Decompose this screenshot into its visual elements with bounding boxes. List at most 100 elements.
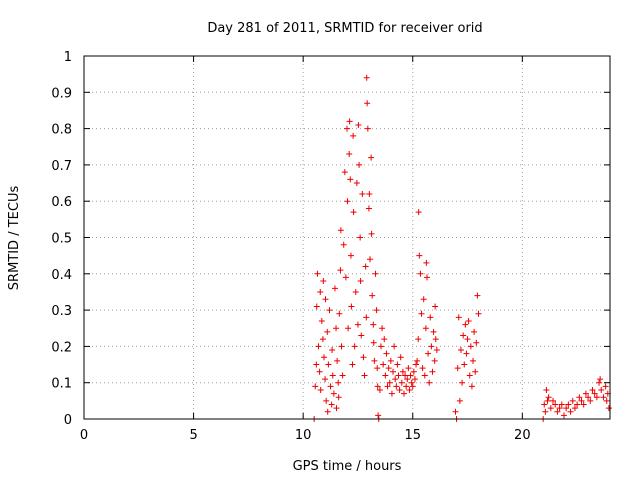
data-point [399, 368, 406, 375]
data-point [312, 383, 319, 390]
data-point [385, 365, 392, 372]
data-point [387, 357, 394, 364]
data-point [544, 397, 551, 404]
data-point [361, 372, 368, 379]
data-point [322, 296, 329, 303]
data-point [543, 386, 550, 393]
data-point [353, 180, 360, 187]
data-point [585, 394, 592, 401]
data-point [578, 397, 585, 404]
data-point [410, 368, 417, 375]
data-point [368, 154, 375, 161]
x-tick-label: 0 [80, 428, 88, 443]
data-point [328, 401, 335, 408]
data-point [340, 241, 347, 248]
data-point [541, 401, 548, 408]
data-point [373, 307, 380, 314]
data-point [358, 332, 365, 339]
data-point [468, 383, 475, 390]
data-point [461, 361, 468, 368]
data-point [545, 394, 552, 401]
data-point [333, 405, 340, 412]
data-point [554, 408, 561, 415]
data-point [346, 151, 353, 158]
data-point [371, 357, 378, 364]
data-point [459, 379, 466, 386]
data-point [384, 383, 391, 390]
data-point [333, 325, 340, 332]
data-point [423, 259, 430, 266]
data-point [405, 365, 412, 372]
data-point [423, 274, 430, 281]
x-axis-label: GPS time / hours [293, 459, 402, 474]
data-point [339, 372, 346, 379]
data-point [324, 408, 331, 415]
data-point [370, 339, 377, 346]
data-point [338, 343, 345, 350]
data-point [454, 365, 461, 372]
data-point [350, 132, 357, 139]
data-point [366, 190, 373, 197]
data-point [404, 376, 411, 383]
data-point [386, 379, 393, 386]
data-point [465, 317, 472, 324]
data-point [323, 397, 330, 404]
data-point [394, 361, 401, 368]
data-point [598, 386, 605, 393]
data-point [342, 274, 349, 281]
data-point [432, 336, 439, 343]
data-point [571, 405, 578, 412]
data-point [313, 361, 320, 368]
data-point [396, 386, 403, 393]
data-point [397, 354, 404, 361]
data-point [418, 310, 425, 317]
y-tick-label: 0.9 [51, 86, 72, 101]
data-point [429, 368, 436, 375]
data-point [313, 303, 320, 310]
y-axis-label: SRMTID / TECUs [7, 186, 22, 291]
data-point [346, 118, 353, 125]
data-point [456, 397, 463, 404]
data-point [324, 328, 331, 335]
data-point [411, 376, 418, 383]
data-point [360, 354, 367, 361]
data-point [605, 405, 612, 412]
data-point [375, 412, 382, 419]
data-point [369, 292, 376, 299]
data-point [563, 405, 570, 412]
data-point [345, 325, 352, 332]
data-point [421, 372, 428, 379]
data-point [355, 121, 362, 128]
data-point [475, 310, 482, 317]
data-point [552, 401, 559, 408]
data-point [382, 372, 389, 379]
data-point [357, 278, 364, 285]
data-point [428, 343, 435, 350]
data-point [351, 343, 358, 350]
data-point [419, 365, 426, 372]
data-point [433, 347, 440, 354]
data-point [367, 256, 374, 263]
data-point [462, 321, 469, 328]
data-point [352, 288, 359, 295]
data-point [414, 357, 421, 364]
data-point [470, 357, 477, 364]
data-point [402, 372, 409, 379]
data-point [395, 372, 402, 379]
data-point [380, 361, 387, 368]
y-tick-label: 0 [64, 413, 72, 428]
data-point [426, 379, 433, 386]
data-point [413, 361, 420, 368]
data-point [391, 343, 398, 350]
data-point [409, 383, 416, 390]
data-point [587, 397, 594, 404]
data-point [363, 74, 370, 81]
data-point [388, 390, 395, 397]
data-point [337, 227, 344, 234]
data-point [334, 357, 341, 364]
data-point [472, 368, 479, 375]
data-point [316, 368, 323, 375]
data-point [372, 270, 379, 277]
data-point [565, 401, 572, 408]
data-point [406, 386, 413, 393]
